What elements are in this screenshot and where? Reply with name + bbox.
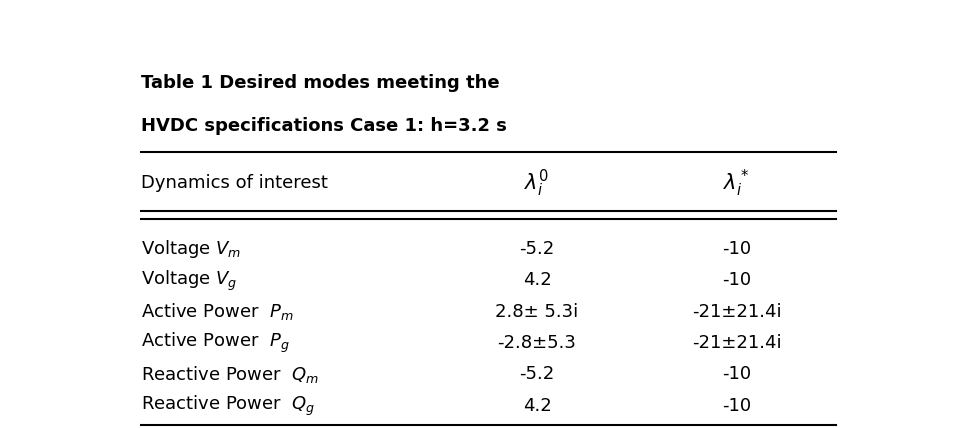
Text: -5.2: -5.2 <box>518 366 554 383</box>
Text: -21±21.4i: -21±21.4i <box>691 334 781 352</box>
Text: -10: -10 <box>721 397 750 415</box>
Text: -21±21.4i: -21±21.4i <box>691 303 781 321</box>
Text: Voltage $V_m$: Voltage $V_m$ <box>141 238 241 260</box>
Text: -5.2: -5.2 <box>518 240 554 258</box>
Text: Table 1 Desired modes meeting the: Table 1 Desired modes meeting the <box>141 74 499 92</box>
Text: -10: -10 <box>721 240 750 258</box>
Text: Reactive Power  $Q_m$: Reactive Power $Q_m$ <box>141 364 319 385</box>
Text: $\lambda_i^*$: $\lambda_i^*$ <box>722 168 749 199</box>
Text: $\lambda_i^0$: $\lambda_i^0$ <box>524 168 549 199</box>
Text: 2.8± 5.3i: 2.8± 5.3i <box>495 303 578 321</box>
Text: Dynamics of interest: Dynamics of interest <box>141 174 328 192</box>
Text: Voltage $V_g$: Voltage $V_g$ <box>141 268 237 292</box>
Text: Active Power  $P_g$: Active Power $P_g$ <box>141 331 290 355</box>
Text: -2.8±5.3: -2.8±5.3 <box>497 334 576 352</box>
Text: Active Power  $P_m$: Active Power $P_m$ <box>141 301 294 322</box>
Text: 4.2: 4.2 <box>522 397 551 415</box>
Text: 4.2: 4.2 <box>522 271 551 289</box>
Text: Reactive Power  $Q_g$: Reactive Power $Q_g$ <box>141 393 315 418</box>
Text: -10: -10 <box>721 366 750 383</box>
Text: -10: -10 <box>721 271 750 289</box>
Text: HVDC specifications Case 1: h=3.2 s: HVDC specifications Case 1: h=3.2 s <box>141 117 507 135</box>
